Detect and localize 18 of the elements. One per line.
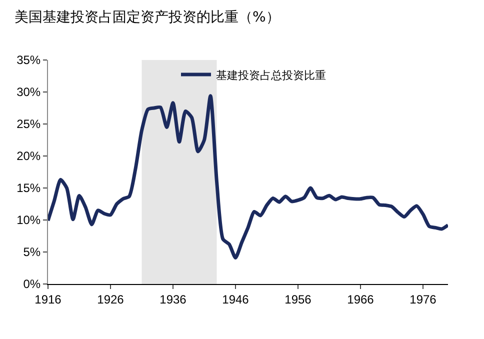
y-tick-label: 25% [16, 117, 41, 132]
x-tick-label: 1966 [347, 292, 374, 306]
line-series [48, 94, 448, 260]
x-tick-label: 1946 [222, 292, 250, 306]
x-tick-label: 1926 [97, 292, 124, 306]
y-tick-label: 35% [16, 53, 41, 68]
y-tick-label: 30% [16, 85, 41, 100]
x-tick-label: 1956 [284, 292, 312, 306]
x-tick-label: 1916 [34, 292, 62, 306]
legend-label: 基建投资占总投资比重 [216, 68, 326, 82]
y-tick-label: 15% [16, 181, 41, 196]
y-tick-label: 20% [16, 149, 41, 164]
y-tick-label: 0% [23, 277, 41, 292]
y-tick-label: 5% [23, 245, 41, 260]
y-tick-label: 10% [16, 213, 41, 228]
x-tick-label: 1976 [410, 292, 437, 306]
x-tick-label: 1936 [160, 292, 187, 306]
chart-title: 美国基建投资占固定资产投资的比重（%） [14, 10, 280, 26]
